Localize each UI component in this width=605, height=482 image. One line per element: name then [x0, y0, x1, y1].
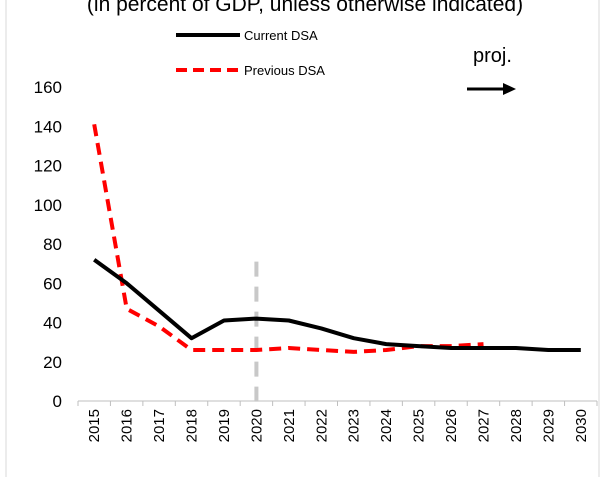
x-tick-label: 2020	[248, 409, 265, 442]
x-tick-label: 2016	[119, 409, 136, 442]
series-layer	[92, 123, 581, 354]
projection-label: proj.	[473, 45, 512, 67]
projection-annotation: proj.	[467, 45, 516, 95]
x-tick-label: 2015	[86, 409, 103, 442]
y-tick-label: 60	[43, 274, 62, 293]
x-tick-label: 2021	[281, 409, 298, 442]
x-tick-label: 2022	[313, 409, 330, 442]
series-line-current-dsa	[93, 258, 581, 352]
x-tick-label: 2023	[346, 409, 363, 442]
legend-label-previous: Previous DSA	[244, 63, 325, 78]
x-tick-label: 2026	[443, 409, 460, 442]
x-tick-label: 2027	[475, 409, 492, 442]
x-tick-label: 2018	[184, 409, 201, 442]
x-tick-label: 2024	[378, 409, 395, 442]
x-tick-label: 2019	[216, 409, 233, 442]
x-tick-label: 2029	[540, 409, 557, 442]
legend-label-current: Current DSA	[244, 28, 318, 43]
y-tick-label: 40	[43, 314, 62, 333]
y-tick-label: 0	[53, 392, 62, 411]
x-tick-label: 2025	[411, 409, 428, 442]
y-tick-label: 140	[34, 117, 62, 136]
x-tick-label: 2028	[508, 409, 525, 442]
x-tick-label: 2030	[573, 409, 590, 442]
chart-border	[5, 0, 600, 482]
x-tick-label: 2017	[151, 409, 168, 442]
legend: Current DSA Previous DSA	[176, 28, 325, 78]
right-arrow-icon	[467, 83, 516, 95]
y-tick-label: 20	[43, 353, 62, 372]
axes: 2015 2016 2017 2018 2019 2020 2021 2022 2023 2024…	[34, 78, 598, 442]
y-tick-label: 100	[34, 196, 62, 215]
y-tick-label: 80	[43, 235, 62, 254]
y-tick-label: 120	[34, 157, 62, 176]
series-line-previous-dsa	[92, 123, 484, 354]
y-tick-label: 160	[34, 78, 62, 97]
chart-title: (in percent of GDP, unless otherwise ind…	[87, 0, 523, 16]
